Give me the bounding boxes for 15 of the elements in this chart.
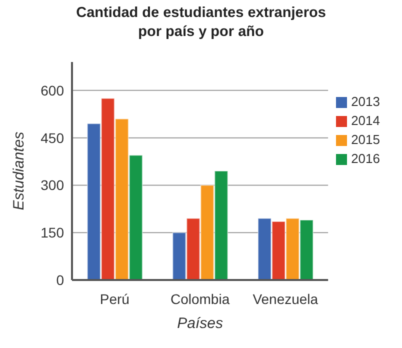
y-tick-label: 300 [40, 177, 64, 194]
legend-label: 2014 [351, 113, 380, 128]
legend-label: 2016 [351, 151, 380, 166]
x-tick-label: Venezuela [252, 290, 318, 307]
y-tick-label: 0 [56, 272, 64, 288]
x-tick-label: Colombia [170, 290, 230, 307]
x-axis-title: Países [177, 315, 224, 332]
y-tick-label: 150 [40, 224, 64, 241]
y-tick-label: 450 [40, 130, 64, 146]
x-tick-label: Perú [100, 290, 130, 307]
chart-title: Cantidad de estudiantes extranjeros por país y por año [76, 4, 326, 42]
y-axis-title: Estudiantes [10, 131, 28, 210]
legend-label: 2013 [351, 94, 380, 109]
y-tick-label: 600 [40, 82, 64, 98]
legend-label: 2015 [351, 132, 380, 147]
